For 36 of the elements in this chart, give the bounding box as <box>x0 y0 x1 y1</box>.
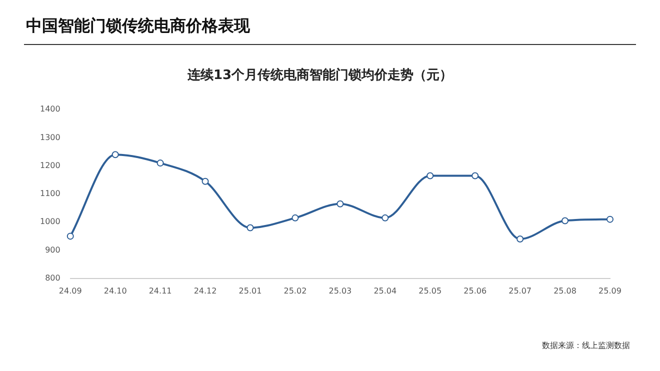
source-note: 数据来源：线上监测数据 <box>542 340 630 351</box>
point <box>562 217 569 224</box>
point <box>382 214 389 222</box>
y-tick-label: 800 <box>45 273 60 282</box>
point <box>472 172 479 180</box>
point <box>426 172 434 180</box>
point <box>246 224 254 232</box>
point <box>156 160 164 167</box>
y-tick-label: 900 <box>45 245 60 254</box>
point <box>292 214 299 222</box>
y-tick-label: 1100 <box>40 189 60 198</box>
point <box>516 236 524 243</box>
x-tick-label: 25.09 <box>598 286 622 296</box>
x-tick-label: 24.10 <box>104 286 127 296</box>
y-tick-label: 1300 <box>40 132 60 142</box>
chart-title: 中国智能门锁传统电商价格表现 <box>26 16 250 37</box>
x-tick-label: 25.08 <box>554 286 576 296</box>
point <box>66 232 74 240</box>
x-tick-label: 25.01 <box>238 286 262 296</box>
y-tick-label: 1200 <box>40 160 60 170</box>
x-tick-label: 25.07 <box>508 286 532 296</box>
point <box>606 216 614 223</box>
point <box>336 200 344 208</box>
x-tick-label: 25.02 <box>284 286 307 296</box>
x-tick-label: 24.09 <box>58 286 82 296</box>
x-tick-label: 25.05 <box>418 286 442 296</box>
point <box>202 178 209 185</box>
x-tick-label: 24.12 <box>194 286 217 296</box>
x-tick-label: 25.04 <box>374 286 397 296</box>
chart-subtitle: 连续13个月传统电商智能门锁均价走势（元） <box>186 67 453 84</box>
y-tick-label: 1000 <box>40 217 60 226</box>
x-tick-label: 24.11 <box>148 286 172 296</box>
y-tick-label: 1400 <box>40 104 60 114</box>
x-tick-label: 25.03 <box>328 286 352 296</box>
x-tick-label: 25.06 <box>464 286 487 296</box>
point <box>112 151 119 158</box>
